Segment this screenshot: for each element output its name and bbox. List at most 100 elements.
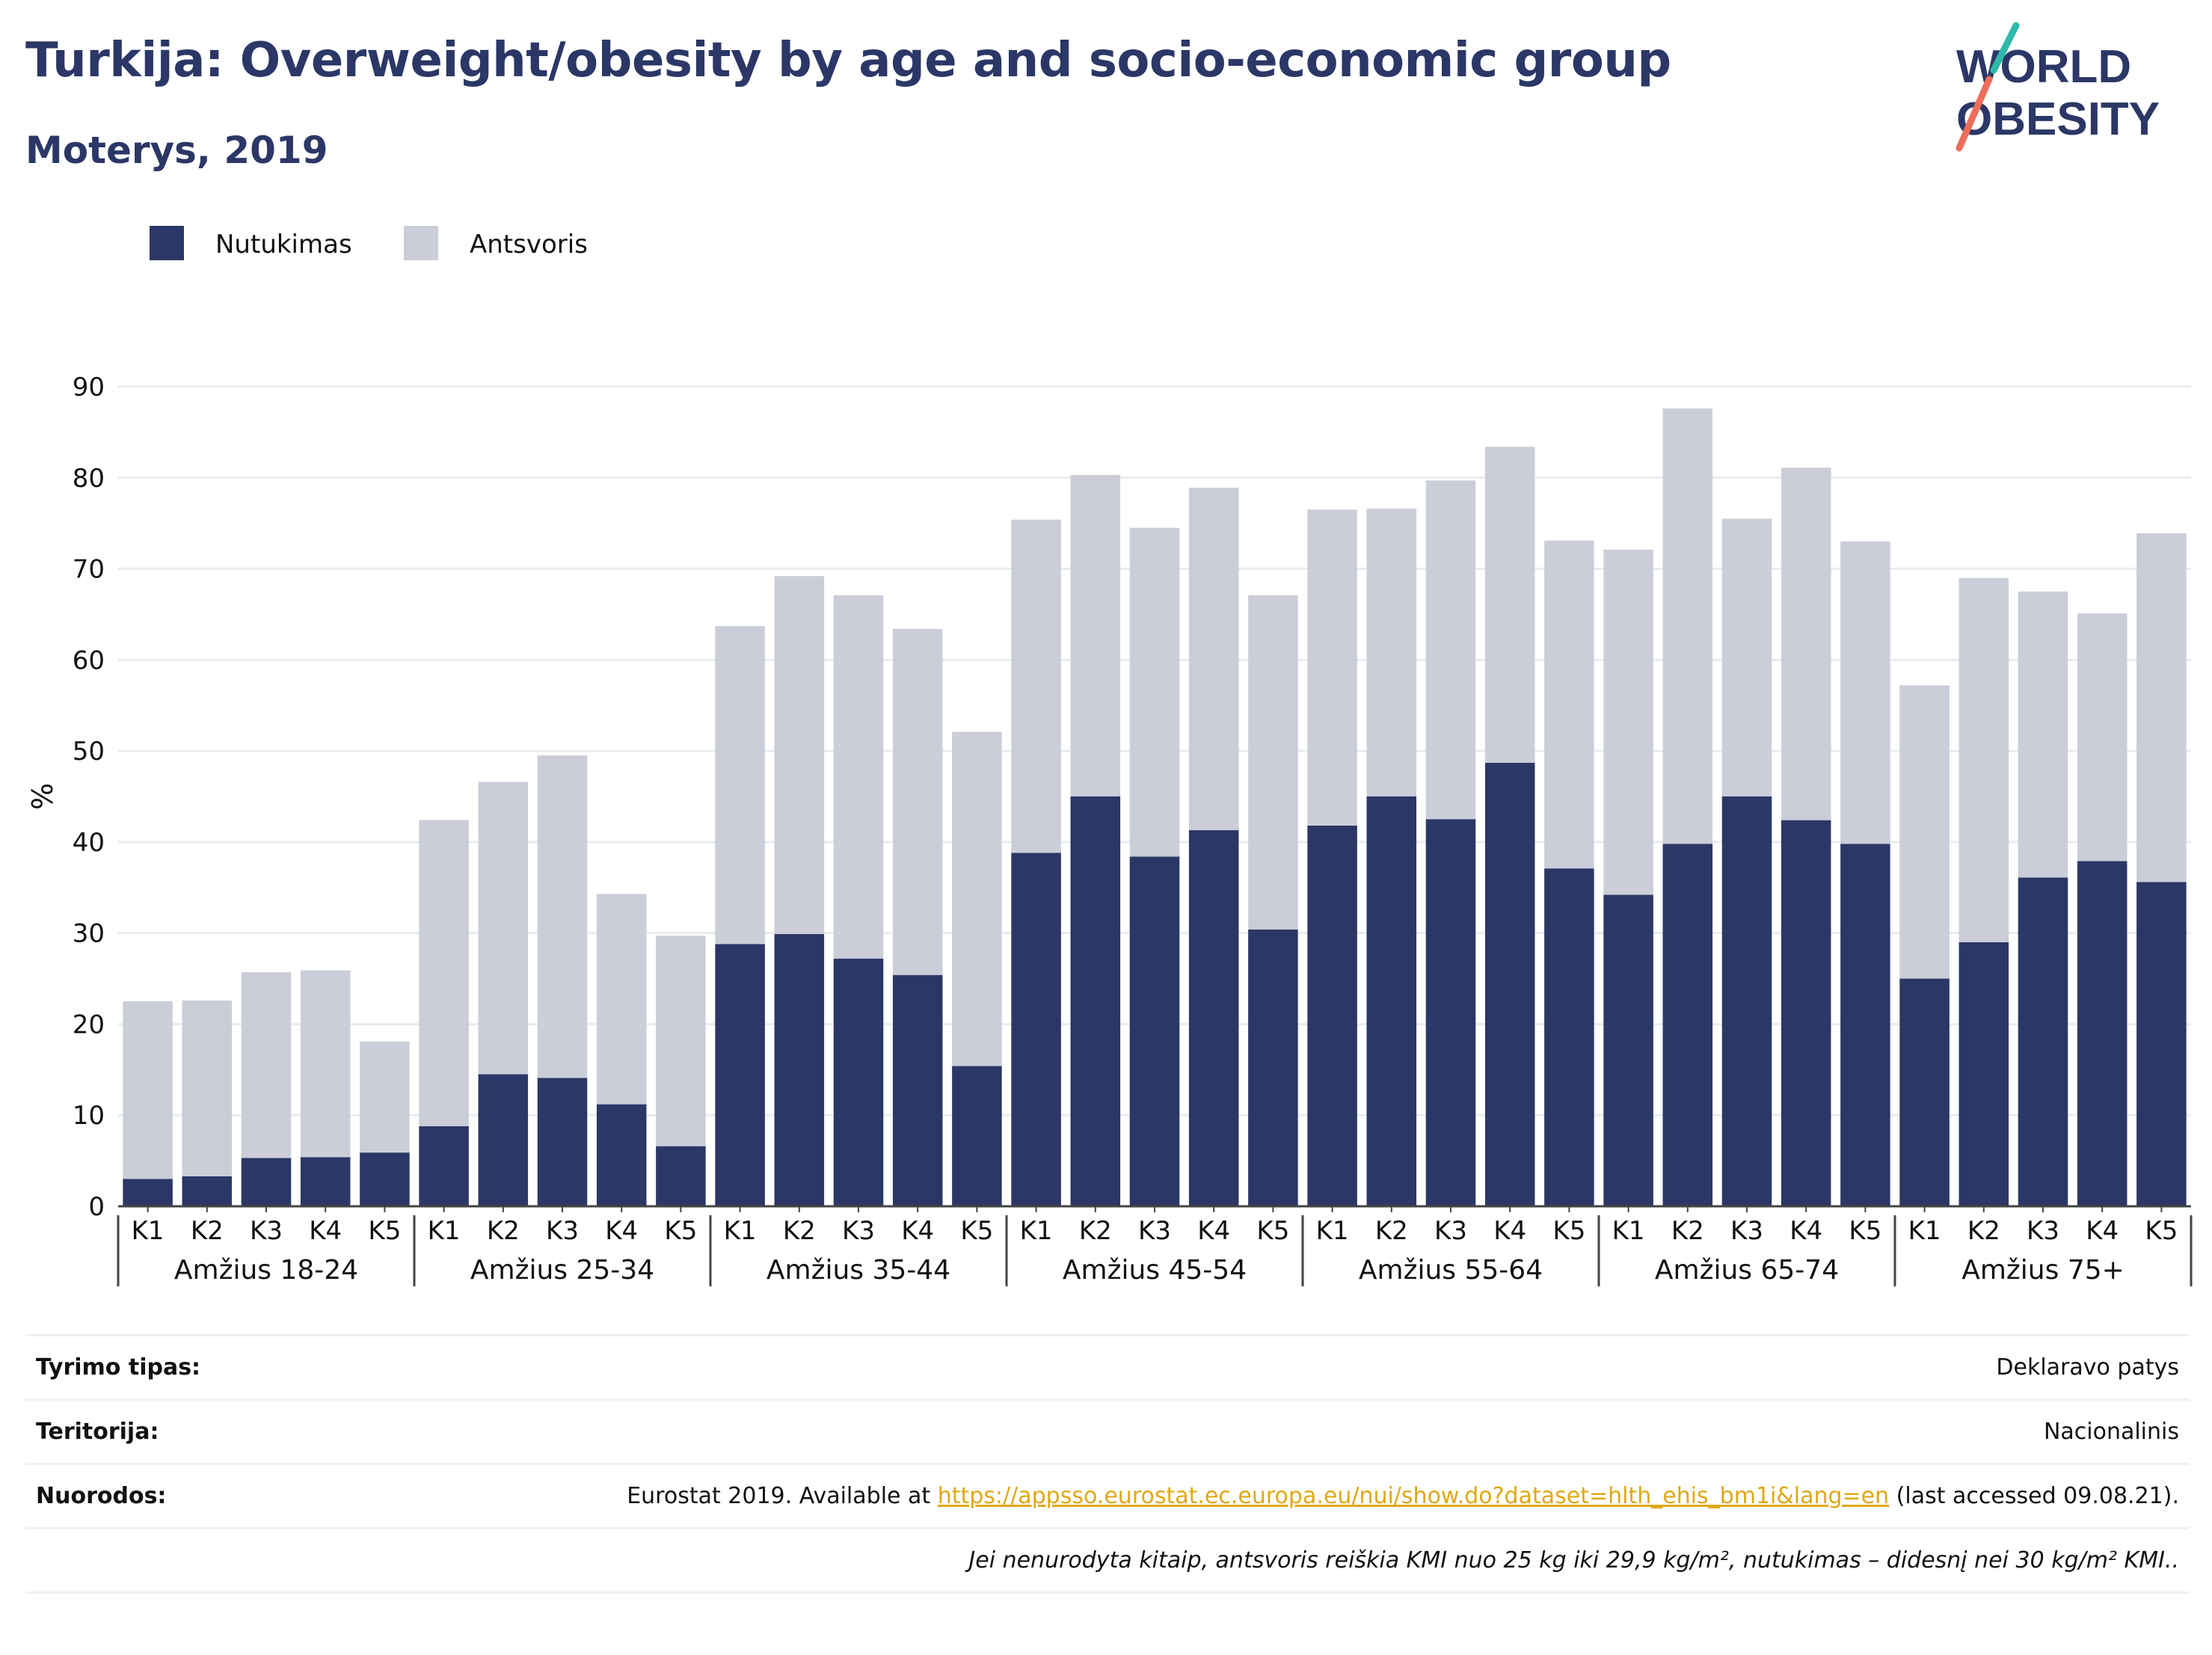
- y-tick-label: 10: [73, 1101, 105, 1131]
- bar-overweight-10: [715, 626, 765, 945]
- bar-obesity-21: [1366, 796, 1417, 1206]
- bar-obesity-34: [2136, 882, 2187, 1206]
- legend-label-1: Antsvoris: [470, 230, 588, 260]
- x-sub-label: K4: [1493, 1216, 1526, 1246]
- x-sub-label: K3: [250, 1216, 283, 1246]
- bar-obesity-14: [952, 1066, 1002, 1206]
- x-sub-label: K3: [1434, 1216, 1467, 1246]
- bar-obesity-15: [1011, 853, 1061, 1206]
- bar-obesity-5: [419, 1126, 469, 1206]
- info-row-territory: Teritorija: Nacionalinis: [25, 1398, 2190, 1464]
- x-sub-label: K5: [368, 1216, 401, 1246]
- y-tick-label: 50: [73, 737, 105, 767]
- bar-overweight-6: [478, 782, 529, 1075]
- y-tick-label: 80: [73, 464, 105, 494]
- bar-overweight-13: [892, 628, 943, 975]
- bar-obesity-10: [715, 944, 765, 1206]
- bar-obesity-32: [2018, 877, 2068, 1206]
- x-sub-label: K2: [1967, 1216, 2000, 1246]
- x-sub-label: K4: [1789, 1216, 1822, 1246]
- x-sub-label: K2: [783, 1216, 816, 1246]
- bar-overweight-14: [952, 731, 1002, 1066]
- x-sub-label: K1: [1908, 1216, 1941, 1246]
- bar-overweight-26: [1662, 408, 1713, 844]
- bar-obesity-22: [1425, 819, 1476, 1206]
- bar-overweight-19: [1248, 595, 1298, 930]
- x-sub-label: K2: [487, 1216, 520, 1246]
- bar-overweight-29: [1840, 541, 1890, 844]
- logo-slash-teal: [1990, 22, 2020, 74]
- bar-overweight-28: [1781, 467, 1831, 820]
- territory-label: Teritorija:: [25, 1398, 271, 1464]
- info-row-survey-type: Tyrimo tipas: Deklaravo patys: [25, 1334, 2190, 1400]
- chart-subtitle: Moterys, 2019: [25, 129, 328, 172]
- info-row-sources: Nuorodos: Eurostat 2019. Available at ht…: [25, 1463, 2190, 1529]
- bar-obesity-12: [833, 958, 884, 1206]
- x-sub-label: K1: [1612, 1216, 1645, 1246]
- chart-title: Turkija: Overweight/obesity by age and s…: [25, 33, 1671, 88]
- x-sub-label: K5: [1552, 1216, 1585, 1246]
- x-sub-label: K3: [1138, 1216, 1171, 1246]
- bar-overweight-31: [1958, 577, 2009, 942]
- x-sub-label: K4: [309, 1216, 342, 1246]
- territory-value: Nacionalinis: [271, 1398, 2190, 1464]
- bar-obesity-7: [537, 1078, 588, 1206]
- bar-overweight-25: [1603, 549, 1653, 895]
- bar-obesity-13: [892, 974, 943, 1206]
- bar-obesity-28: [1781, 820, 1831, 1206]
- y-axis-label: %: [26, 783, 59, 810]
- x-sub-label: K3: [2027, 1216, 2059, 1246]
- bar-overweight-8: [596, 894, 647, 1105]
- x-group-label: Amžius 18-24: [174, 1255, 358, 1286]
- x-group-label: Amžius 65-74: [1655, 1255, 1839, 1286]
- x-sub-label: K5: [1849, 1216, 1881, 1246]
- definition-note: Jei nenurodyta kitaip, antsvoris reiškia…: [25, 1527, 2190, 1594]
- bar-overweight-15: [1011, 519, 1061, 853]
- bar-obesity-27: [1721, 796, 1772, 1206]
- bar-overweight-20: [1307, 509, 1357, 826]
- bar-obesity-30: [1899, 978, 1950, 1206]
- bar-overweight-32: [2018, 592, 2068, 878]
- bar-obesity-6: [478, 1074, 529, 1206]
- bar-overweight-3: [300, 970, 351, 1158]
- legend-swatch-1: [404, 226, 438, 260]
- bar-overweight-24: [1544, 540, 1594, 869]
- stacked-bar-chart: Nutukimas Antsvoris 0102030405060708090% …: [26, 226, 2193, 1286]
- bar-obesity-31: [1958, 942, 2009, 1206]
- x-sub-label: K3: [842, 1216, 875, 1246]
- y-tick-label: 30: [73, 919, 105, 949]
- bar-overweight-12: [833, 595, 884, 959]
- x-sub-label: K1: [428, 1216, 461, 1246]
- source-link[interactable]: https://appsso.eurostat.ec.europa.eu/nui…: [937, 1483, 1890, 1509]
- x-sub-label: K4: [1197, 1216, 1230, 1246]
- info-table: Tyrimo tipas: Deklaravo patys Teritorija…: [25, 1334, 2190, 1594]
- x-sub-label: K2: [1671, 1216, 1704, 1246]
- bars: [123, 408, 2187, 1206]
- x-sub-label: K2: [1375, 1216, 1408, 1246]
- x-sub-label: K1: [1316, 1216, 1349, 1246]
- bar-overweight-4: [360, 1041, 410, 1153]
- bar-overweight-27: [1721, 518, 1772, 796]
- bar-overweight-0: [123, 1001, 173, 1179]
- x-group-label: Amžius 75+: [1961, 1255, 2125, 1286]
- bar-obesity-9: [656, 1146, 706, 1206]
- bar-overweight-7: [537, 755, 588, 1078]
- x-sub-label: K1: [132, 1216, 165, 1246]
- x-axis: K1 K2 K3 K4 K5 K1 K2 K3 K4 K5 K1 K2 K3 K4 K5 K1 K2 K3 K4 K5…: [117, 1205, 2193, 1286]
- bar-overweight-30: [1899, 685, 1950, 979]
- x-group-label: Amžius 55-64: [1359, 1255, 1543, 1286]
- x-sub-label: K5: [664, 1216, 697, 1246]
- source-prefix: Eurostat 2019. Available at: [627, 1483, 938, 1509]
- bar-obesity-20: [1307, 825, 1357, 1206]
- bar-overweight-18: [1188, 488, 1239, 831]
- y-tick-label: 20: [73, 1010, 105, 1040]
- y-tick-label: 0: [88, 1192, 105, 1222]
- bar-overweight-34: [2136, 533, 2187, 882]
- x-sub-label: K3: [1730, 1216, 1763, 1246]
- x-sub-label: K4: [901, 1216, 934, 1246]
- y-tick-label: 90: [73, 372, 105, 402]
- bar-obesity-1: [182, 1176, 233, 1206]
- y-tick-label: 70: [73, 555, 105, 585]
- x-group-label: Amžius 35-44: [766, 1255, 950, 1286]
- bar-overweight-17: [1129, 527, 1180, 857]
